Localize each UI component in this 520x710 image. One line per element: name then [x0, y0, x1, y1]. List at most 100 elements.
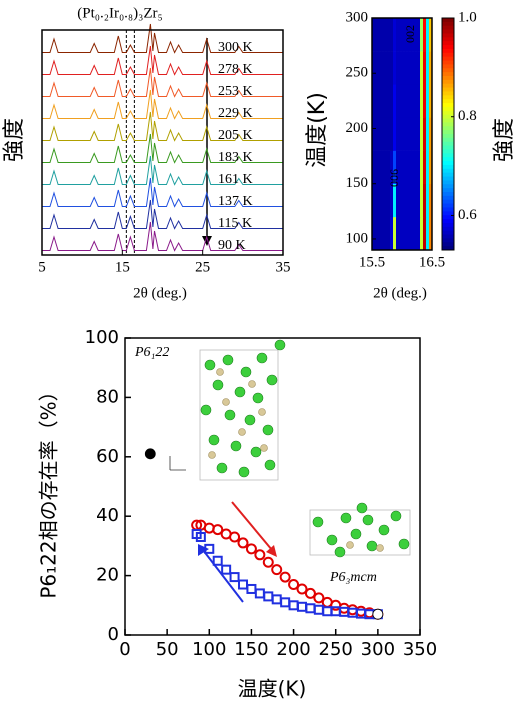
- heatmap-cell: [420, 183, 424, 218]
- point: [238, 579, 248, 590]
- heatmap-cell: [417, 51, 421, 85]
- point: [322, 606, 333, 617]
- colorbar-step: [442, 242, 454, 247]
- colorbar-step: [442, 172, 454, 178]
- heatmap-cell: [381, 84, 385, 118]
- heatmap-cell: [405, 18, 409, 52]
- x-tick-label: 35: [276, 259, 291, 275]
- arrowhead: [202, 236, 212, 246]
- heatmap-cell: [381, 51, 385, 85]
- annotation: 006: [387, 169, 401, 187]
- heatmap-cell: [426, 18, 430, 52]
- heatmap-cell: [417, 183, 421, 218]
- heatmap-cell: [396, 84, 400, 118]
- heatmap-cell: [408, 150, 412, 185]
- heatmap-cell: [375, 150, 379, 185]
- y-tick-label: 100: [346, 230, 369, 246]
- heatmap-cell: [408, 183, 412, 218]
- heatmap-cell: [429, 216, 433, 251]
- heatmap-cell: [405, 216, 409, 251]
- x-tick-label: 200: [276, 639, 310, 660]
- heatmap-cell: [393, 117, 397, 151]
- colorbar-step: [442, 188, 454, 193]
- legend-label: 90 K: [218, 238, 246, 253]
- point: [313, 592, 325, 604]
- colorbar-step: [442, 29, 454, 34]
- colorbar-step: [442, 103, 454, 108]
- y-axis-label: 温度(K): [305, 92, 330, 168]
- heatmap-cell: [387, 84, 391, 118]
- point: [271, 594, 282, 605]
- heatmap-cell: [396, 117, 400, 151]
- heatmap-cell: [420, 84, 424, 118]
- heatmap-cell: [393, 216, 397, 251]
- heatmap-cell: [375, 51, 379, 85]
- heatmap-cell: [390, 117, 394, 151]
- x-tick-label: 0: [119, 639, 130, 660]
- x-tick-label: 350: [403, 639, 437, 660]
- colorbar-step: [442, 246, 454, 251]
- heatmap-cell: [423, 18, 427, 52]
- xrd-pattern: [42, 23, 283, 54]
- heatmap-cell: [378, 51, 382, 85]
- colorbar-step: [442, 195, 454, 201]
- y-axis-label: 強度: [2, 118, 27, 162]
- heatmap-cell: [408, 51, 412, 85]
- colorbar-step: [442, 141, 454, 147]
- heatmap-cell: [387, 183, 391, 218]
- legend-label: 300 K: [218, 40, 253, 55]
- heatmap-cell: [390, 84, 394, 118]
- heatmap-cell: [402, 183, 406, 218]
- colorbar-step: [442, 207, 454, 212]
- heatmap-cell: [378, 18, 382, 52]
- arrowhead: [266, 545, 277, 557]
- heatmap-cell: [390, 51, 394, 85]
- heatmap-cell: [405, 84, 409, 118]
- heatmap-cell: [411, 84, 415, 118]
- crystal-image: [309, 502, 411, 558]
- heatmap-cell: [417, 216, 421, 251]
- point: [212, 555, 223, 566]
- heatmap-cell: [411, 117, 415, 151]
- heatmap-cell: [402, 150, 406, 185]
- heatmap-cell: [417, 18, 421, 52]
- colorbar-step: [442, 95, 454, 100]
- point: [221, 564, 232, 575]
- point: [245, 543, 257, 555]
- colorbar-step: [442, 118, 454, 123]
- colorbar-step: [442, 192, 454, 197]
- point: [229, 531, 241, 543]
- x-tick-label: 300: [361, 639, 395, 660]
- colorbar-step: [442, 110, 454, 116]
- legend-label: 205 K: [218, 128, 253, 143]
- point: [296, 583, 308, 595]
- heatmap-cell: [399, 117, 403, 151]
- colorbar-step: [442, 25, 454, 31]
- heatmap-cell: [405, 183, 409, 218]
- heatmap-cell: [417, 117, 421, 151]
- point: [246, 583, 257, 594]
- heating-arrow: [202, 549, 244, 603]
- colorbar-step: [442, 215, 454, 220]
- point: [304, 587, 316, 599]
- heatmap-cell: [402, 84, 406, 118]
- point: [372, 608, 384, 620]
- colorbar-step: [442, 222, 454, 228]
- heatmap-cell: [387, 18, 391, 52]
- heatmap-cell: [387, 216, 391, 251]
- colorbar-step: [442, 48, 454, 54]
- heatmap-cell: [429, 51, 433, 85]
- heatmap-cell: [405, 51, 409, 85]
- colorbar-step: [442, 45, 454, 50]
- xrd-pattern: [42, 45, 283, 76]
- point: [229, 572, 240, 583]
- heatmap-cell: [390, 150, 394, 185]
- heatmap-cell: [399, 51, 403, 85]
- heatmap-cell: [381, 18, 385, 52]
- x-axis-label: 温度(K): [238, 677, 307, 701]
- heatmap-cell: [414, 216, 418, 251]
- heatmap-cell: [423, 117, 427, 151]
- annotation: 002: [403, 25, 417, 43]
- colorbar-step: [442, 176, 454, 181]
- colorbar-step: [442, 122, 454, 127]
